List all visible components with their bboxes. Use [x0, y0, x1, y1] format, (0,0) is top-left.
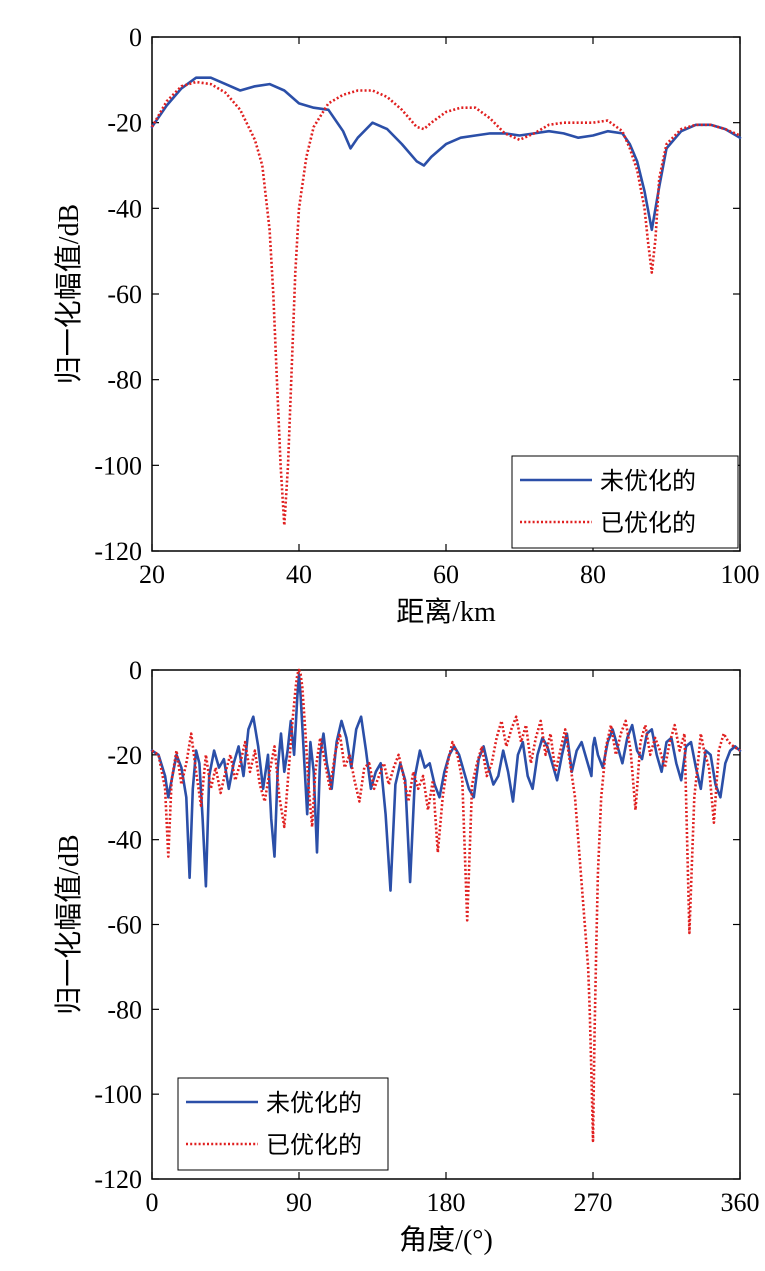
- legend-label-unoptimized: 未优化的: [600, 468, 696, 495]
- y-tick-label: -40: [107, 826, 142, 855]
- legend-label-optimized: 已优化的: [266, 1132, 362, 1159]
- y-tick-label: -120: [94, 537, 142, 566]
- x-tick-label: 180: [427, 1188, 466, 1217]
- series-line-unoptimized: [150, 76, 742, 232]
- series-lines: [150, 76, 742, 527]
- legend-label-unoptimized: 未优化的: [266, 1090, 362, 1117]
- x-tick-label: 60: [433, 560, 459, 589]
- y-tick-label: 0: [129, 23, 142, 52]
- x-tick-label: 360: [721, 1188, 760, 1217]
- y-tick-label: -20: [107, 741, 142, 770]
- y-axis-label: 归一化幅值/dB: [53, 204, 85, 384]
- legend-box: [177, 1077, 389, 1171]
- y-tick-label: 0: [129, 656, 142, 685]
- y-tick-label: -120: [94, 1165, 142, 1194]
- x-tick-label: 20: [139, 560, 165, 589]
- y-tick-label: -100: [94, 451, 142, 480]
- y-tick-label: -80: [107, 995, 142, 1024]
- chart-angle: 0 90 180 270 360 0 -20 -40 -60 -80 -100 -120 角度/(°…: [53, 656, 760, 1256]
- x-axis-label: 距离/km: [396, 596, 496, 628]
- y-tick-label: -20: [107, 109, 142, 138]
- legend: 未优化的 已优化的: [511, 455, 739, 549]
- y-tick-label: -80: [107, 366, 142, 395]
- plot-area: [150, 36, 742, 552]
- x-tick-labels: 20 40 60 80 100: [139, 560, 760, 589]
- x-tick-label: 100: [721, 560, 760, 589]
- x-tick-label: 270: [574, 1188, 613, 1217]
- legend-box: [511, 455, 739, 549]
- x-tick-labels: 0 90 180 270 360: [146, 1188, 760, 1217]
- y-tick-label: -60: [107, 911, 142, 940]
- plot-area: [150, 668, 742, 1180]
- series-line-optimized: [151, 668, 741, 1143]
- x-tick-label: 0: [146, 1188, 159, 1217]
- y-tick-labels: 0 -20 -40 -60 -80 -100 -120: [94, 23, 142, 566]
- y-tick-label: -40: [107, 194, 142, 223]
- legend-label-optimized: 已优化的: [600, 510, 696, 537]
- series-line-unoptimized: [150, 672, 742, 892]
- x-axis-label: 角度/(°): [399, 1224, 493, 1256]
- x-tick-label: 90: [286, 1188, 312, 1217]
- x-tick-label: 40: [286, 560, 312, 589]
- y-tick-label: -60: [107, 280, 142, 309]
- x-tick-label: 80: [580, 560, 606, 589]
- chart-distance: 20 40 60 80 100 0-20-40-60-80-100-120 距离/km …: [53, 23, 760, 628]
- y-tick-labels: 0 -20 -40 -60 -80 -100 -120: [94, 656, 142, 1194]
- series-lines: [150, 668, 742, 1143]
- legend: 未优化的 已优化的: [177, 1077, 389, 1171]
- y-axis-label: 归一化幅值/dB: [53, 834, 85, 1014]
- y-tick-label: -100: [94, 1080, 142, 1109]
- series-line-optimized: [150, 80, 741, 527]
